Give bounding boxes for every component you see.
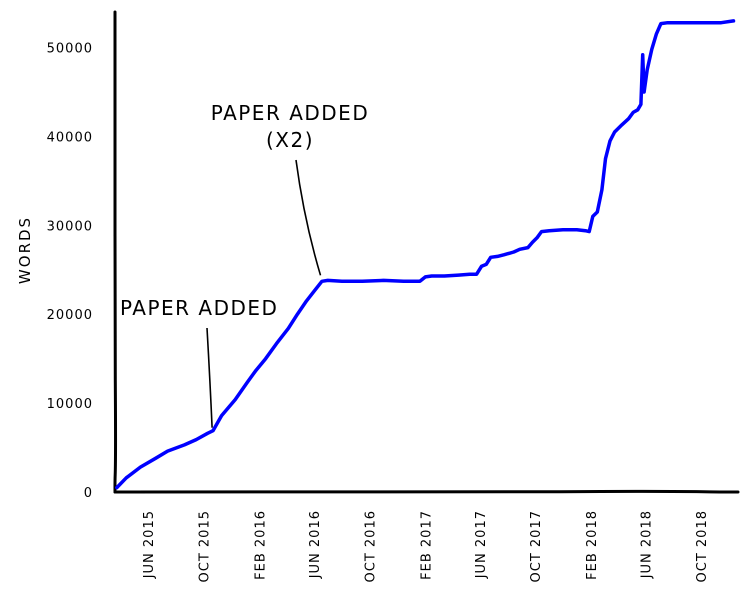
x-tick-label: JUN 2017 (474, 510, 489, 579)
x-tick-label: OCT 2017 (529, 510, 544, 582)
y-axis-line (113, 10, 118, 494)
annotation-paper-added-x2-label: PAPER ADDED (211, 101, 369, 125)
x-tick-label: FEB 2017 (419, 510, 434, 580)
y-tick-label: 30000 (47, 219, 93, 234)
x-tick-label: JUN 2015 (142, 510, 157, 579)
annotation-paper-added-x2-leader (295, 159, 322, 276)
y-tick-label: 10000 (47, 397, 93, 412)
x-tick-labels: JUN 2015 OCT 2015 FEB 2016 JUN 2016 OCT 2016… (142, 510, 710, 582)
x-tick-label: JUN 2018 (639, 510, 654, 579)
annotation-paper-added-x2: PAPER ADDED (X2) (211, 101, 369, 276)
y-tick-label: 0 (84, 486, 93, 501)
y-tick-label: 50000 (47, 42, 93, 57)
annotation-paper-added: PAPER ADDED (120, 296, 278, 428)
series-line (115, 19, 736, 490)
annotations: PAPER ADDED PAPER ADDED (X2) (120, 101, 369, 428)
x-tick-label: FEB 2018 (585, 510, 600, 580)
x-tick-label: OCT 2015 (198, 510, 213, 582)
x-tick-label: OCT 2018 (695, 510, 710, 582)
annotation-paper-added-x2-sublabel: (X2) (266, 128, 314, 152)
x-axis-line (113, 489, 740, 494)
x-tick-label: OCT 2016 (364, 510, 379, 582)
series-group (115, 19, 736, 490)
axes (113, 10, 740, 494)
annotation-paper-added-leader (206, 327, 213, 428)
x-tick-label: FEB 2016 (253, 510, 268, 580)
y-axis-label: WORDS (16, 216, 34, 284)
x-tick-label: JUN 2016 (308, 510, 323, 579)
y-tick-label: 20000 (47, 308, 93, 323)
annotation-paper-added-label: PAPER ADDED (120, 296, 278, 320)
y-tick-labels: 0 10000 20000 30000 40000 50000 (47, 42, 93, 501)
y-tick-label: 40000 (47, 130, 93, 145)
